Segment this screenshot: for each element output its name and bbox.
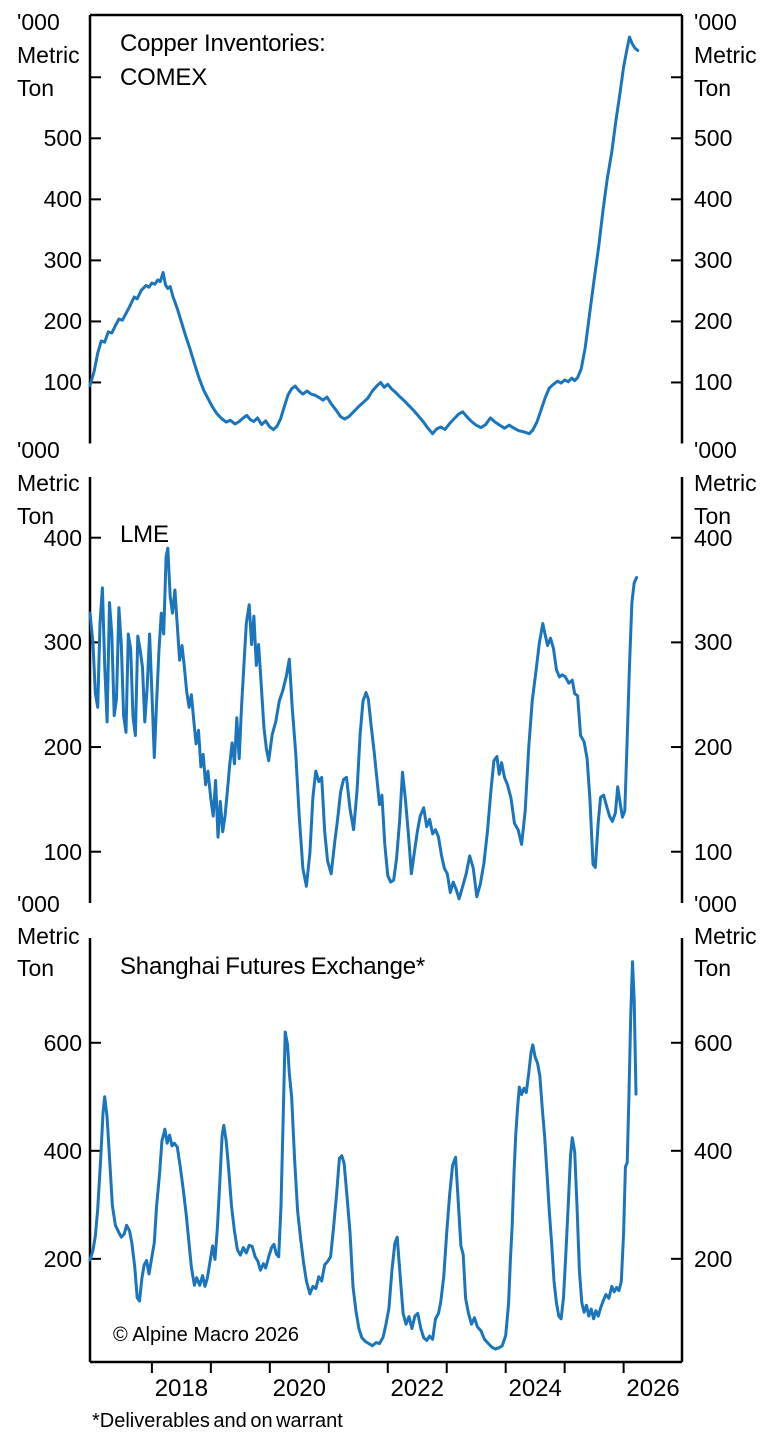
lme-chart (88, 477, 684, 903)
comex-y-tick-label-left: 500 (43, 125, 82, 152)
comex-y-tick-label-right: 200 (694, 308, 733, 335)
shfe-y-tick-label-right: 400 (694, 1137, 733, 1164)
shfe-y-tick-label-left: 200 (43, 1245, 82, 1272)
shfe-chart (88, 938, 684, 1373)
lme-y-tick-label-right: 400 (694, 524, 733, 551)
lme-y-tick-label-right: 300 (694, 629, 733, 656)
lme-y-tick-label-left: 400 (43, 524, 82, 551)
lme-title: LME (120, 521, 169, 548)
copyright-note: © Alpine Macro 2026 (113, 1324, 299, 1346)
shfe-y-tick-label-right: 600 (694, 1029, 733, 1056)
lme-y-tick-label-left: 300 (43, 629, 82, 656)
shfe-y-tick-label-left: 600 (43, 1029, 82, 1056)
shfe-unit-label-left: '000 Metric Ton (17, 891, 80, 981)
comex-title: Copper Inventories: COMEX (120, 30, 326, 91)
comex-y-tick-label-left: 400 (43, 186, 82, 213)
comex-y-tick-label-right: 300 (694, 247, 733, 274)
comex-y-tick-label-right: 400 (694, 186, 733, 213)
shfe-data-line (88, 960, 638, 1351)
x-axis-label-2026: 2026 (626, 1375, 680, 1402)
footnote-deliverables: *Deliverables and on warrant (92, 1410, 343, 1432)
shfe-unit-label-right: '000 Metric Ton (694, 891, 757, 981)
lme-unit-label-right: '000 Metric Ton (694, 437, 757, 529)
lme-unit-label-left: '000 Metric Ton (17, 437, 80, 529)
comex-y-tick-label-right: 100 (694, 369, 733, 396)
shfe-title: Shanghai Futures Exchange* (120, 953, 426, 980)
lme-y-tick-label-right: 200 (694, 734, 733, 761)
x-axis-label-2020: 2020 (272, 1375, 326, 1402)
shfe-y-tick-label-left: 400 (43, 1137, 82, 1164)
comex-y-tick-label-left: 100 (43, 369, 82, 396)
comex-chart (88, 13, 684, 444)
comex-data-line (88, 35, 640, 436)
x-axis-label-2018: 2018 (154, 1375, 209, 1402)
comex-y-tick-label-left: 300 (43, 247, 82, 274)
x-axis-label-2024: 2024 (508, 1375, 562, 1402)
x-axis-label-2022: 2022 (390, 1375, 444, 1402)
lme-y-tick-label-left: 100 (43, 838, 82, 865)
comex-unit-label-right: '000 Metric Ton (694, 9, 757, 101)
comex-y-tick-label-left: 200 (43, 308, 82, 335)
lme-y-tick-label-right: 100 (694, 838, 733, 865)
lme-y-tick-label-left: 200 (43, 734, 82, 761)
comex-y-tick-label-right: 500 (694, 125, 733, 152)
comex-unit-label-left: '000 Metric Ton (17, 9, 80, 101)
shfe-y-tick-label-right: 200 (694, 1245, 733, 1272)
lme-data-line (88, 546, 639, 901)
